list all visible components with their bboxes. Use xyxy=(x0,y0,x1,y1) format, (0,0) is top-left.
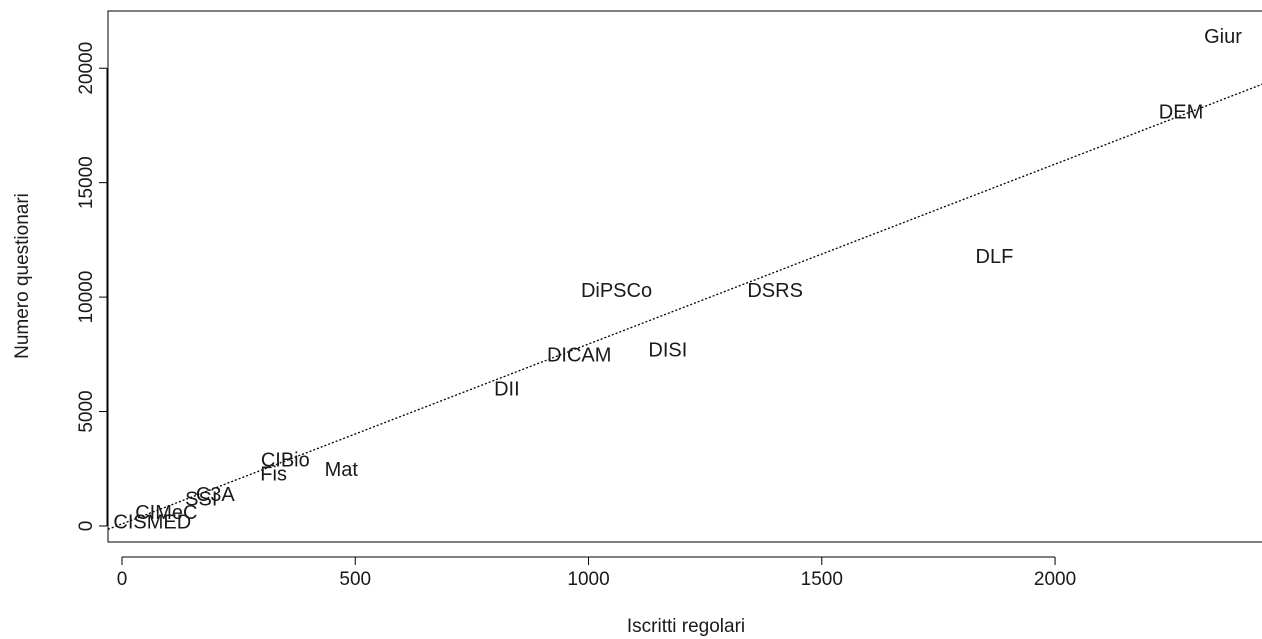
y-tick-label: 5000 xyxy=(76,390,97,432)
point-label-dsrs: DSRS xyxy=(747,280,803,302)
trendline-layer xyxy=(107,83,1262,530)
point-label-layer: Giur DEM DLF DSRS DiPSCo DISI DICAM DII Mat CIBio… xyxy=(113,26,1242,533)
x-tick-label: 0 xyxy=(117,569,128,590)
y-tick-label: 15000 xyxy=(76,156,97,209)
trendline xyxy=(107,83,1262,530)
point-label-dlf: DLF xyxy=(976,246,1014,268)
point-label-giur: Giur xyxy=(1204,26,1242,48)
point-label-c3a: C3A xyxy=(196,484,236,506)
point-label-cismed: CISMED xyxy=(113,511,191,533)
point-label-mat: Mat xyxy=(325,459,359,481)
y-tick-label: 0 xyxy=(76,521,97,532)
y-tick-label: 20000 xyxy=(76,42,97,95)
point-label-ssi: SSI xyxy=(185,489,217,511)
x-tick-label: 1000 xyxy=(567,569,609,590)
point-label-cimec: CIMeC xyxy=(135,502,197,524)
point-label-disi: DISI xyxy=(648,340,687,362)
point-label-cibio: CIBio xyxy=(261,450,310,472)
y-axis: 0 5000 10000 15000 20000 xyxy=(76,42,108,532)
x-tick-label: 500 xyxy=(339,569,371,590)
point-label-dipsco: DiPSCo xyxy=(581,280,652,302)
x-axis: 0 500 1000 1500 2000 xyxy=(117,556,1076,590)
point-label-dii: DII xyxy=(494,379,520,401)
x-tick-label: 1500 xyxy=(801,569,843,590)
point-label-fis: Fis xyxy=(260,463,287,485)
y-axis-title: Numero questionari xyxy=(12,193,33,359)
y-tick-label: 10000 xyxy=(76,271,97,324)
x-axis-title: Iscritti regolari xyxy=(627,616,745,637)
point-label-dicam: DICAM xyxy=(547,344,611,366)
point-label-dem: DEM xyxy=(1159,102,1203,124)
plot-frame xyxy=(107,10,1262,543)
x-tick-label: 2000 xyxy=(1034,569,1076,590)
